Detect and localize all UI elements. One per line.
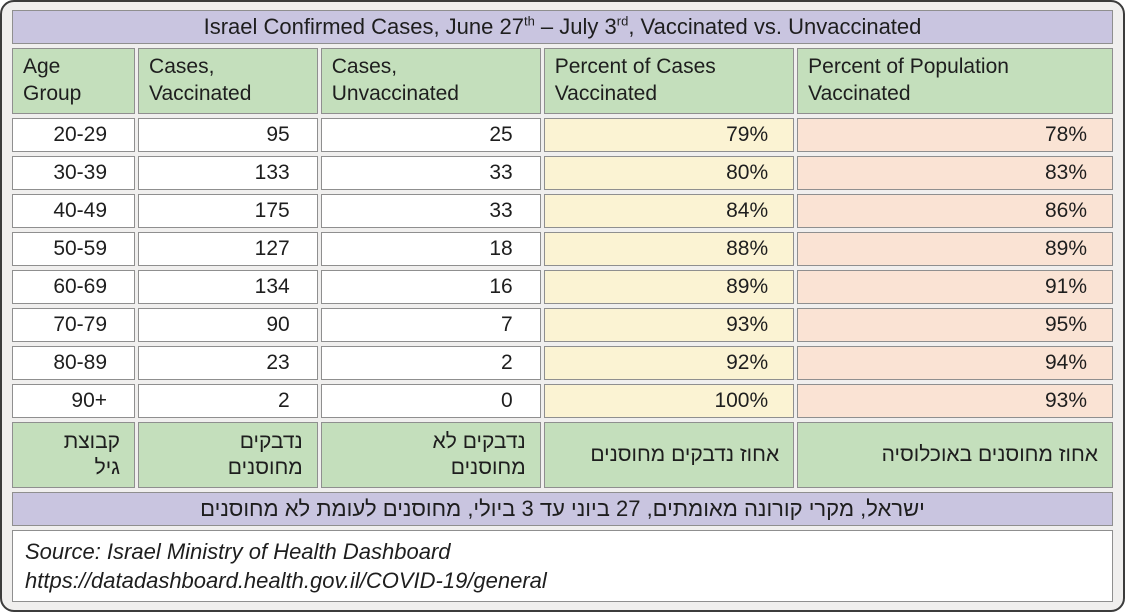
column-header-percent-population-vaccinated: Percent of Population Vaccinated [797, 48, 1113, 114]
cell-percent-population-vaccinated: 83% [797, 156, 1113, 191]
source-note: Source: Israel Ministry of Health Dashbo… [12, 530, 1113, 602]
cell-age-group: 30-39 [12, 156, 136, 191]
column-header-percent-cases-vaccinated: Percent of Cases Vaccinated [543, 48, 795, 114]
table-row: 90+ 2 0 100% 93% [12, 384, 1113, 419]
cell-cases-unvaccinated: 16 [320, 270, 541, 305]
column-header-age-group: Age Group [12, 48, 136, 114]
cell-percent-population-vaccinated: 94% [797, 346, 1113, 381]
title-text: , Vaccinated vs. Unvaccinated [628, 14, 922, 40]
cell-percent-population-vaccinated: 89% [797, 232, 1113, 267]
cell-cases-vaccinated: 134 [138, 270, 318, 305]
cell-percent-cases-vaccinated: 92% [543, 346, 795, 381]
cell-percent-cases-vaccinated: 79% [543, 117, 795, 152]
cell-cases-vaccinated: 175 [138, 194, 318, 229]
cell-percent-population-vaccinated: 86% [797, 194, 1113, 229]
cell-cases-unvaccinated: 7 [320, 308, 541, 343]
column-header-cases-unvaccinated: Cases, Unvaccinated [320, 48, 541, 114]
cell-age-group: 90+ [12, 384, 136, 419]
table-row: 40-49 175 33 84% 86% [12, 194, 1113, 229]
cell-cases-vaccinated: 90 [138, 308, 318, 343]
table-row: 20-29 95 25 79% 78% [12, 117, 1113, 152]
cell-cases-vaccinated: 95 [138, 117, 318, 152]
table-row: 30-39 133 33 80% 83% [12, 156, 1113, 191]
cell-cases-unvaccinated: 33 [320, 194, 541, 229]
cases-table: Israel Confirmed Cases, June 27th – July… [9, 6, 1116, 606]
source-line: Source: Israel Ministry of Health Dashbo… [25, 538, 451, 564]
cell-age-group: 40-49 [12, 194, 136, 229]
cell-cases-unvaccinated: 2 [320, 346, 541, 381]
column-header-row: Age Group Cases, Vaccinated Cases, Unvac… [12, 48, 1113, 114]
title-text: Israel Confirmed Cases, June 27 [203, 14, 524, 40]
hebrew-header-cases-unvaccinated: נדבקים לא מחוסנים [320, 422, 541, 489]
cell-cases-vaccinated: 133 [138, 156, 318, 191]
table-row: 80-89 23 2 92% 94% [12, 346, 1113, 381]
hebrew-header-row: קבוצת גיל נדבקים מחוסנים נדבקים לא מחוסנ… [12, 422, 1113, 489]
cell-age-group: 60-69 [12, 270, 136, 305]
hebrew-header-cases-vaccinated: נדבקים מחוסנים [138, 422, 318, 489]
table-row: 70-79 90 7 93% 95% [12, 308, 1113, 343]
cell-percent-cases-vaccinated: 100% [543, 384, 795, 419]
cell-age-group: 50-59 [12, 232, 136, 267]
cell-percent-population-vaccinated: 95% [797, 308, 1113, 343]
column-header-cases-vaccinated: Cases, Vaccinated [138, 48, 318, 114]
cell-percent-population-vaccinated: 78% [797, 117, 1113, 152]
cell-percent-cases-vaccinated: 84% [543, 194, 795, 229]
source-url: https://datadashboard.health.gov.il/COVI… [25, 568, 547, 594]
cell-percent-cases-vaccinated: 89% [543, 270, 795, 305]
cell-percent-population-vaccinated: 93% [797, 384, 1113, 419]
cell-cases-vaccinated: 2 [138, 384, 318, 419]
ordinal-suffix: rd [616, 13, 629, 29]
cell-cases-vaccinated: 127 [138, 232, 318, 267]
cell-percent-cases-vaccinated: 80% [543, 156, 795, 191]
cell-percent-cases-vaccinated: 88% [543, 232, 795, 267]
source-row: Source: Israel Ministry of Health Dashbo… [12, 530, 1113, 602]
hebrew-title-row: ישראל, מקרי קורונה מאומתים, 27 ביוני עד … [12, 492, 1113, 527]
title-row: Israel Confirmed Cases, June 27th – July… [12, 10, 1113, 45]
ordinal-suffix: th [523, 13, 535, 29]
hebrew-title: ישראל, מקרי קורונה מאומתים, 27 ביוני עד … [12, 492, 1113, 527]
title-text: – July 3 [534, 14, 617, 40]
hebrew-header-age-group: קבוצת גיל [12, 422, 136, 489]
cell-age-group: 80-89 [12, 346, 136, 381]
table-row: 50-59 127 18 88% 89% [12, 232, 1113, 267]
page-title: Israel Confirmed Cases, June 27th – July… [12, 10, 1113, 45]
cell-cases-unvaccinated: 33 [320, 156, 541, 191]
cell-percent-cases-vaccinated: 93% [543, 308, 795, 343]
cell-cases-unvaccinated: 0 [320, 384, 541, 419]
cell-age-group: 70-79 [12, 308, 136, 343]
cell-percent-population-vaccinated: 91% [797, 270, 1113, 305]
hebrew-header-percent-cases-vaccinated: אחוז נדבקים מחוסנים [543, 422, 795, 489]
table-row: 60-69 134 16 89% 91% [12, 270, 1113, 305]
hebrew-header-percent-population-vaccinated: אחוז מחוסנים באוכלוסיה [797, 422, 1113, 489]
cell-age-group: 20-29 [12, 117, 136, 152]
cell-cases-unvaccinated: 25 [320, 117, 541, 152]
cell-cases-vaccinated: 23 [138, 346, 318, 381]
cell-cases-unvaccinated: 18 [320, 232, 541, 267]
